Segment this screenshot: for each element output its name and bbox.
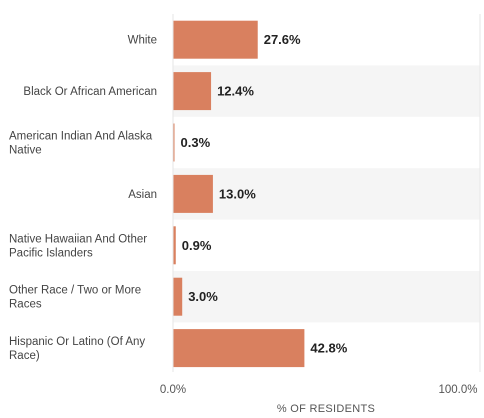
bars xyxy=(173,20,305,368)
bar-white xyxy=(173,20,258,59)
value-label-native-hawaiian-and-other-pacific-islanders: 0.9% xyxy=(182,238,212,253)
value-label-american-indian-and-alaska-native: 0.3% xyxy=(181,135,211,150)
bar-asian xyxy=(173,174,213,213)
row-band xyxy=(173,168,480,220)
row-band xyxy=(173,65,480,117)
bar-hispanic-or-latino-of-any-race xyxy=(173,329,305,368)
category-labels: White Black Or African American American I… xyxy=(9,35,157,362)
value-label-black-or-african-american: 12.4% xyxy=(217,84,254,99)
value-labels: 27.6% 12.4% 0.3% 13.0% 0.9% 3.0% 42.8% xyxy=(181,32,348,355)
row-bands xyxy=(173,65,480,323)
bar-other-race-two-or-more-races xyxy=(173,277,183,316)
x-tick-max: 100.0% xyxy=(438,384,477,396)
category-label-white: White xyxy=(128,35,157,47)
category-label-black-or-african-american: Black Or African American xyxy=(23,86,157,98)
value-label-asian: 13.0% xyxy=(219,186,256,201)
category-label-hispanic-or-latino-of-any-race: Hispanic Or Latino (Of Any Race) xyxy=(9,336,145,362)
category-label-asian: Asian xyxy=(128,189,157,201)
category-label-native-hawaiian-and-other-pacific-islanders: Native Hawaiian And Other Pacific Islande… xyxy=(9,233,147,259)
value-label-white: 27.6% xyxy=(264,32,301,47)
x-tick-min: 0.0% xyxy=(160,384,186,396)
category-label-american-indian-and-alaska-native: American Indian And Alaska Native xyxy=(9,131,153,157)
bar-black-or-african-american xyxy=(173,72,212,111)
value-label-other-race-two-or-more-races: 3.0% xyxy=(188,289,218,304)
bar-american-indian-and-alaska-native xyxy=(173,123,175,162)
category-label-other-race-two-or-more-races: Other Race / Two or More Races xyxy=(9,285,141,311)
x-axis-title: % OF RESIDENTS xyxy=(277,403,375,415)
value-label-hispanic-or-latino-of-any-race: 42.8% xyxy=(310,341,347,356)
bar-native-hawaiian-and-other-pacific-islanders xyxy=(173,226,176,265)
row-band xyxy=(173,271,480,323)
